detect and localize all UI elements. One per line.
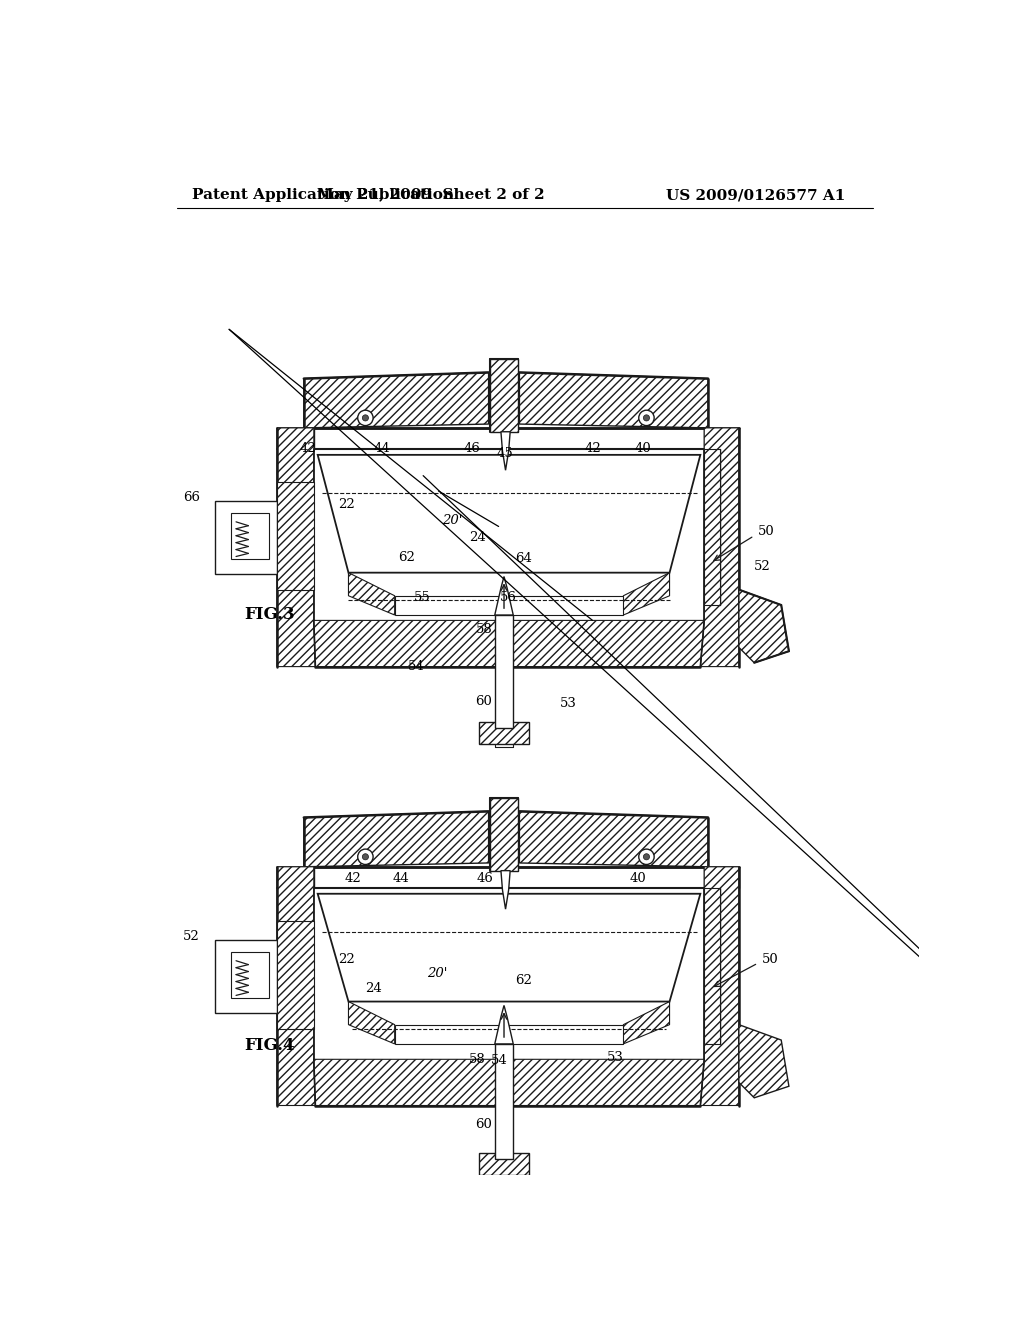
Polygon shape — [304, 812, 488, 867]
Text: 40: 40 — [635, 442, 651, 455]
Circle shape — [362, 414, 369, 421]
Text: 60: 60 — [475, 694, 493, 708]
Polygon shape — [739, 590, 788, 663]
Polygon shape — [501, 432, 510, 470]
Text: 22: 22 — [339, 499, 355, 511]
Polygon shape — [317, 894, 700, 1002]
Text: May 21, 2009  Sheet 2 of 2: May 21, 2009 Sheet 2 of 2 — [317, 189, 545, 202]
Text: 50: 50 — [762, 953, 778, 966]
Text: 62: 62 — [398, 550, 416, 564]
Polygon shape — [501, 871, 510, 909]
Circle shape — [357, 411, 373, 425]
Polygon shape — [519, 812, 708, 867]
Polygon shape — [313, 620, 705, 667]
Polygon shape — [276, 921, 313, 1028]
Text: 54: 54 — [490, 1055, 508, 1068]
Text: 42: 42 — [345, 871, 361, 884]
Polygon shape — [624, 1002, 670, 1044]
Polygon shape — [230, 512, 269, 558]
Circle shape — [357, 849, 373, 865]
Polygon shape — [495, 1044, 513, 1159]
Text: 44: 44 — [373, 442, 390, 455]
Polygon shape — [394, 595, 624, 615]
Text: 52: 52 — [183, 929, 200, 942]
Polygon shape — [215, 940, 276, 1014]
Text: 20': 20' — [442, 513, 463, 527]
Text: 46: 46 — [463, 442, 480, 455]
Polygon shape — [479, 1154, 528, 1175]
Polygon shape — [479, 722, 528, 743]
Text: 20': 20' — [427, 966, 447, 979]
Circle shape — [362, 854, 369, 859]
Polygon shape — [705, 428, 739, 449]
Text: 45: 45 — [497, 446, 513, 459]
Polygon shape — [495, 577, 513, 615]
Polygon shape — [215, 502, 276, 574]
Text: 53: 53 — [560, 697, 578, 710]
Text: 64: 64 — [515, 552, 532, 565]
Text: 58: 58 — [469, 1053, 486, 1065]
Text: 46: 46 — [477, 871, 494, 884]
Text: 24: 24 — [366, 982, 382, 995]
Text: 24: 24 — [469, 531, 486, 544]
Polygon shape — [317, 455, 700, 573]
Text: 22: 22 — [339, 953, 355, 966]
Text: FIG.3: FIG.3 — [245, 606, 295, 623]
Circle shape — [639, 411, 654, 425]
Text: FIG.4: FIG.4 — [245, 1038, 295, 1053]
Text: 40: 40 — [630, 871, 646, 884]
Text: 42: 42 — [300, 442, 316, 455]
Polygon shape — [495, 1006, 513, 1044]
Polygon shape — [705, 888, 720, 1044]
Polygon shape — [490, 797, 518, 871]
Polygon shape — [739, 1024, 788, 1098]
Text: 52: 52 — [755, 560, 771, 573]
Text: 42: 42 — [585, 442, 602, 455]
Polygon shape — [705, 449, 720, 605]
Text: 62: 62 — [515, 974, 532, 987]
Circle shape — [643, 854, 649, 859]
Circle shape — [643, 414, 649, 421]
Polygon shape — [276, 867, 315, 1106]
Polygon shape — [519, 372, 708, 428]
Text: 54: 54 — [408, 660, 425, 673]
Polygon shape — [624, 573, 670, 615]
Text: 55: 55 — [414, 591, 431, 603]
Polygon shape — [276, 428, 313, 449]
Polygon shape — [304, 372, 488, 428]
Polygon shape — [700, 428, 739, 667]
Text: 50: 50 — [758, 525, 775, 539]
Polygon shape — [394, 1024, 624, 1044]
Text: 53: 53 — [606, 1051, 624, 1064]
Polygon shape — [348, 1002, 394, 1044]
Polygon shape — [313, 1059, 705, 1106]
Text: 66: 66 — [183, 491, 200, 504]
Text: 44: 44 — [392, 871, 410, 884]
Text: 60: 60 — [475, 1118, 493, 1131]
Text: 58: 58 — [475, 623, 493, 636]
Polygon shape — [705, 867, 739, 888]
Polygon shape — [700, 867, 739, 1106]
Polygon shape — [276, 867, 313, 888]
Polygon shape — [276, 482, 313, 590]
Polygon shape — [348, 573, 394, 615]
Text: Patent Application Publication: Patent Application Publication — [193, 189, 455, 202]
Polygon shape — [276, 428, 315, 667]
Text: 56: 56 — [500, 591, 517, 603]
Text: US 2009/0126577 A1: US 2009/0126577 A1 — [666, 189, 845, 202]
Polygon shape — [490, 359, 518, 432]
Polygon shape — [495, 615, 513, 729]
Circle shape — [639, 849, 654, 865]
Polygon shape — [230, 952, 269, 998]
